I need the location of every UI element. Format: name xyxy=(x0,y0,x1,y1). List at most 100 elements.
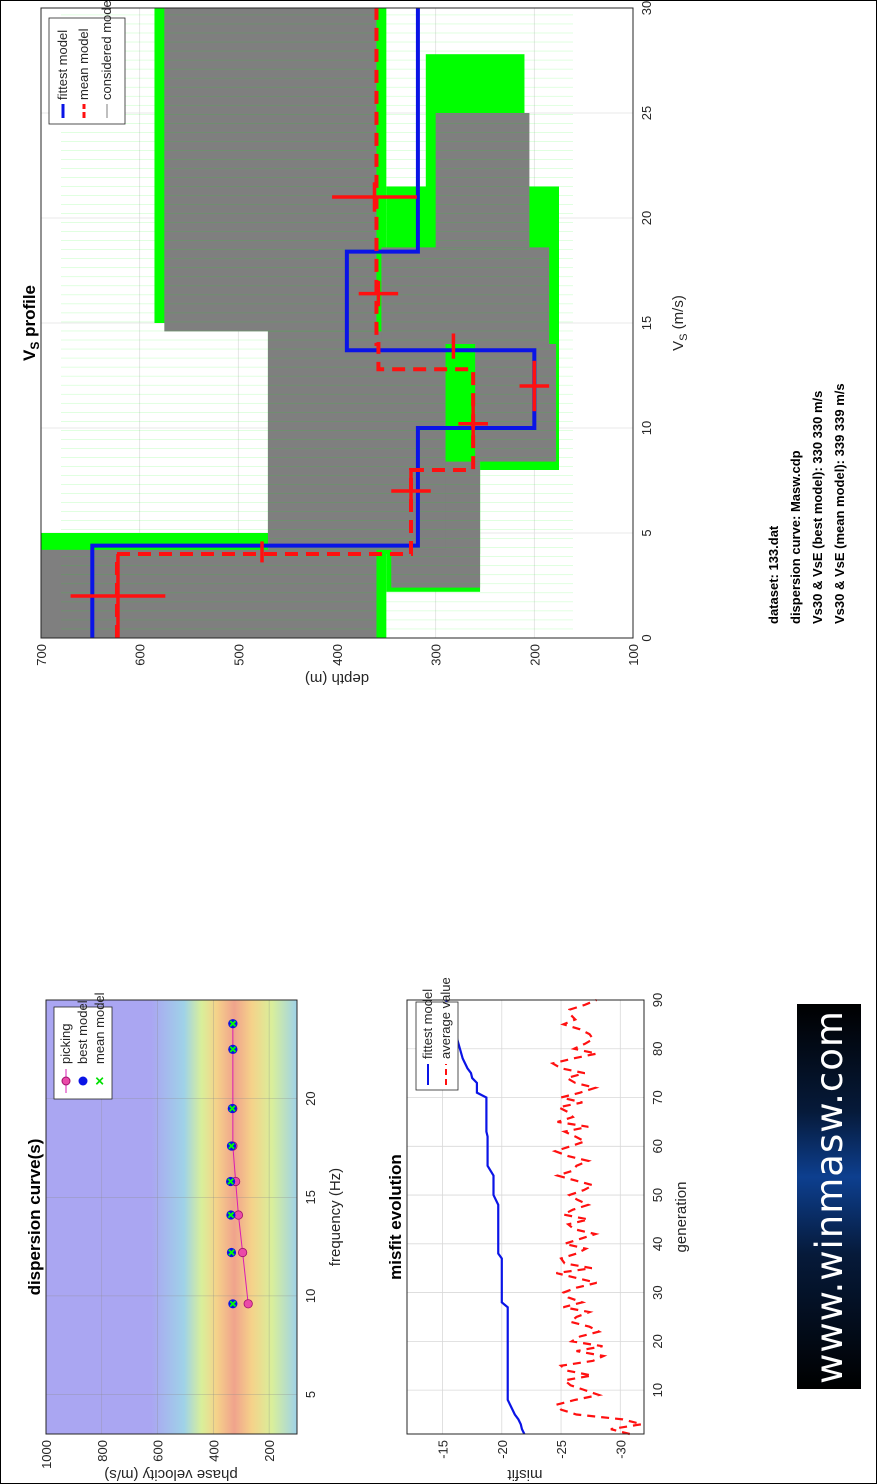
y-tick-label: 1000 xyxy=(39,1440,54,1469)
considered-models-gray xyxy=(164,8,377,332)
mean-model-point xyxy=(228,1249,235,1256)
vs-profile-chart: 0 5 10 15 20 25 30 100 200 300 400 500 600 700 VS pro… xyxy=(20,0,690,687)
vs-considered-green xyxy=(41,8,573,639)
legend-vs-mean: mean model xyxy=(76,28,91,100)
misfit-ticks: 10 20 30 40 50 60 70 80 90 -30 -25 -20 -15 xyxy=(436,993,665,1459)
vs-tick-label: 400 xyxy=(330,644,345,666)
x-tick-label: 15 xyxy=(303,1190,318,1204)
x-tick-label: 20 xyxy=(303,1091,318,1105)
y-tick-label: 200 xyxy=(262,1440,277,1462)
picking-line xyxy=(232,1023,249,1304)
mean-model-point xyxy=(228,1142,235,1150)
considered-models-gray xyxy=(475,343,557,462)
vs-xlabel: VS (m/s) xyxy=(670,295,690,351)
vs-ylabel: depth (m) xyxy=(305,670,369,687)
mean-model-point xyxy=(227,1178,234,1185)
misfit-grid xyxy=(407,999,644,1434)
mean-model-point xyxy=(229,1020,237,1027)
depth-tick-label: 30 xyxy=(639,1,654,15)
legend-fittest: fittest model xyxy=(420,989,435,1059)
dispersion-xlabel: frequency (Hz) xyxy=(327,1168,344,1266)
y-tick-label: 600 xyxy=(151,1440,166,1462)
legend-average: average value xyxy=(438,977,453,1059)
y-tick-label: -30 xyxy=(613,1440,628,1459)
vs-tick-label: 200 xyxy=(527,644,542,666)
depth-tick-label: 5 xyxy=(639,529,654,536)
legend-best: best model xyxy=(75,1000,90,1064)
mean-model-point xyxy=(229,1105,236,1112)
info-dispersion-curve: dispersion curve: Masw.cdp xyxy=(788,450,803,624)
misfit-ylabel: misfit xyxy=(507,1466,543,1483)
vs-tick-label: 500 xyxy=(231,644,246,666)
average-value-line xyxy=(549,998,642,1436)
misfit-xlabel: generation xyxy=(673,1182,690,1253)
dispersion-ticks: 5 10 15 20 200 400 600 800 1000 xyxy=(39,1091,318,1469)
dispersion-ylabel: phase velocity (m/s) xyxy=(104,1466,237,1483)
dispersion-chart: 5 10 15 20 200 400 600 800 1000 dispersion curve… xyxy=(25,992,344,1483)
depth-tick-label: 25 xyxy=(639,106,654,120)
picking-point xyxy=(243,1299,253,1309)
x-tick-label: 80 xyxy=(650,1042,665,1056)
depth-tick-label: 0 xyxy=(639,634,654,641)
dispersion-axes xyxy=(45,999,298,1435)
legend-vs-considered: considered models xyxy=(99,0,114,100)
x-tick-label: 50 xyxy=(650,1188,665,1202)
mean-model-point xyxy=(229,1046,237,1053)
fittest-model-line xyxy=(445,999,526,1435)
dispersion-title: dispersion curve(s) xyxy=(25,1139,44,1296)
misfit-chart: 10 20 30 40 50 60 70 80 90 -30 -25 -20 -15 misfit ev… xyxy=(386,977,690,1483)
vs-legend: fittest model mean model considered mode… xyxy=(48,0,126,125)
considered-models-gray xyxy=(267,331,446,550)
y-tick-label: -15 xyxy=(436,1440,451,1459)
legend-vs-fittest: fittest model xyxy=(55,30,70,100)
x-tick-label: 40 xyxy=(650,1237,665,1251)
vs-tick-label: 300 xyxy=(429,644,444,666)
legend-best-marker xyxy=(78,1076,88,1086)
legend-picking-marker xyxy=(61,1076,71,1086)
info-vs30-best: Vs30 & VsE (best model): 330 330 m/s xyxy=(810,391,825,624)
misfit-axes xyxy=(406,999,645,1435)
y-tick-label: 800 xyxy=(95,1440,110,1462)
y-tick-label: -25 xyxy=(554,1440,569,1459)
info-vs30-mean: Vs30 & VsE (mean model): 339 339 m/s xyxy=(832,383,847,624)
mean-model-point xyxy=(229,1300,237,1308)
picking-point xyxy=(238,1247,248,1258)
misfit-plot-area xyxy=(407,1000,644,1434)
x-tick-label: 5 xyxy=(303,1391,318,1398)
winmasw-logo: www.winmasw.com xyxy=(797,1004,861,1389)
vs-ticks: 0 5 10 15 20 25 30 100 200 300 400 500 600 700 xyxy=(34,1,654,666)
legend-mean-marker: ✕ xyxy=(93,1076,107,1086)
x-tick-label: 60 xyxy=(650,1139,665,1153)
vs-tick-label: 100 xyxy=(626,644,641,666)
x-tick-label: 90 xyxy=(650,993,665,1007)
dispersion-legend: picking best model ✕ mean model xyxy=(53,992,113,1100)
y-tick-label: 400 xyxy=(206,1440,221,1462)
misfit-series xyxy=(445,998,642,1436)
depth-tick-label: 10 xyxy=(639,421,654,435)
considered-models-gray xyxy=(435,113,530,248)
mean-model-point xyxy=(227,1211,235,1219)
considered-models-gray xyxy=(41,549,377,638)
misfit-legend: fittest model average value xyxy=(415,977,459,1091)
x-tick-label: 20 xyxy=(650,1334,665,1348)
depth-tick-label: 20 xyxy=(639,211,654,225)
depth-tick-label: 15 xyxy=(639,316,654,330)
considered-models-gray xyxy=(381,247,550,344)
x-tick-label: 30 xyxy=(650,1285,665,1299)
vs-tick-label: 700 xyxy=(34,644,49,666)
vs-axes xyxy=(40,7,634,639)
x-tick-label: 70 xyxy=(650,1090,665,1104)
y-tick-label: -20 xyxy=(495,1440,510,1459)
vs-title: VS profile xyxy=(20,285,42,361)
x-tick-label: 10 xyxy=(650,1383,665,1397)
dispersion-series xyxy=(226,1019,253,1309)
vs-tick-label: 600 xyxy=(133,644,148,666)
x-tick-label: 10 xyxy=(303,1289,318,1303)
vs-series xyxy=(70,8,550,638)
legend-picking: picking xyxy=(58,1024,73,1064)
logo-text: www.winmasw.com xyxy=(808,1010,851,1384)
misfit-title: misfit evolution xyxy=(386,1154,405,1280)
